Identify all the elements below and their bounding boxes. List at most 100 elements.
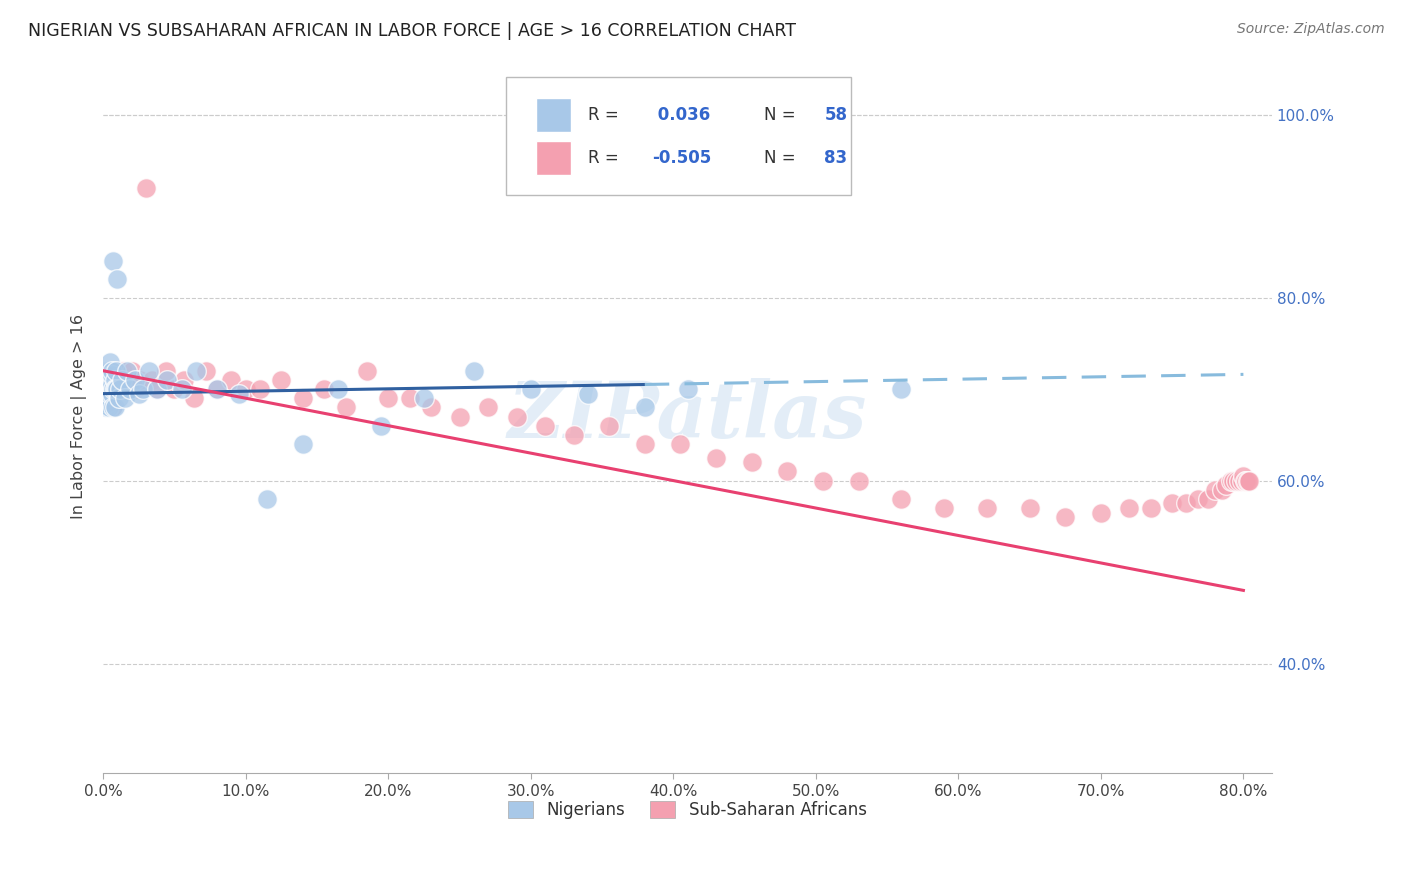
Point xyxy=(412,391,434,405)
Text: R =: R = xyxy=(588,106,624,124)
Point xyxy=(103,254,125,268)
Point xyxy=(94,401,117,415)
Point xyxy=(1054,510,1077,524)
Point xyxy=(138,364,160,378)
Point xyxy=(115,373,138,387)
Text: 58: 58 xyxy=(824,106,848,124)
Point xyxy=(114,391,136,405)
Point xyxy=(118,382,141,396)
Text: N =: N = xyxy=(763,149,800,167)
Point xyxy=(100,368,122,383)
Point xyxy=(146,382,169,396)
Point xyxy=(107,272,129,286)
Point xyxy=(155,364,177,378)
Point xyxy=(1161,496,1184,510)
Point xyxy=(377,391,399,405)
Point xyxy=(356,364,378,378)
Text: N =: N = xyxy=(763,106,800,124)
Point xyxy=(135,180,157,194)
Point xyxy=(96,386,118,401)
Point xyxy=(141,373,163,387)
Point xyxy=(1232,469,1254,483)
Point xyxy=(1230,474,1253,488)
Point xyxy=(173,373,195,387)
Point xyxy=(129,373,152,387)
Point xyxy=(520,382,543,396)
Point xyxy=(100,382,122,396)
Point xyxy=(100,364,122,378)
Point xyxy=(97,401,120,415)
Text: R =: R = xyxy=(588,149,624,167)
Point xyxy=(98,382,121,396)
Point xyxy=(96,391,118,405)
Legend: Nigerians, Sub-Saharan Africans: Nigerians, Sub-Saharan Africans xyxy=(502,794,873,826)
Point xyxy=(890,491,912,506)
Point xyxy=(97,373,120,387)
Point xyxy=(93,364,115,378)
Point xyxy=(932,501,955,516)
Point xyxy=(105,382,128,396)
Point xyxy=(98,386,121,401)
Text: 83: 83 xyxy=(824,149,848,167)
Point xyxy=(183,391,205,405)
Point xyxy=(124,373,146,387)
Point xyxy=(110,382,132,396)
Point xyxy=(463,364,485,378)
Point xyxy=(221,373,243,387)
Point xyxy=(107,382,129,396)
Point xyxy=(576,386,599,401)
Text: Source: ZipAtlas.com: Source: ZipAtlas.com xyxy=(1237,22,1385,37)
Point xyxy=(100,377,122,392)
Point xyxy=(103,401,125,415)
Point xyxy=(108,373,131,387)
Point xyxy=(1187,491,1209,506)
Point xyxy=(94,382,117,396)
Point xyxy=(598,418,620,433)
Point xyxy=(1175,496,1198,510)
Y-axis label: In Labor Force | Age > 16: In Labor Force | Age > 16 xyxy=(72,314,87,519)
Point xyxy=(811,474,834,488)
Point xyxy=(121,364,143,378)
Point xyxy=(741,455,763,469)
Point xyxy=(117,364,139,378)
Point xyxy=(398,391,420,405)
Text: NIGERIAN VS SUBSAHARAN AFRICAN IN LABOR FORCE | AGE > 16 CORRELATION CHART: NIGERIAN VS SUBSAHARAN AFRICAN IN LABOR … xyxy=(28,22,796,40)
Point xyxy=(93,386,115,401)
Point xyxy=(94,364,117,378)
Point xyxy=(104,364,127,378)
Point xyxy=(104,382,127,396)
Point xyxy=(1227,474,1250,488)
Point xyxy=(505,409,527,424)
Point xyxy=(1233,474,1256,488)
FancyBboxPatch shape xyxy=(536,98,571,132)
Point xyxy=(270,373,292,387)
Point xyxy=(98,368,121,383)
Point xyxy=(1236,474,1258,488)
Point xyxy=(235,382,257,396)
Point xyxy=(776,465,799,479)
Point xyxy=(256,491,278,506)
Point xyxy=(97,382,120,396)
Point xyxy=(634,437,657,451)
Point xyxy=(146,382,169,396)
Point xyxy=(103,401,125,415)
Point xyxy=(97,373,120,387)
Point xyxy=(112,364,135,378)
Point xyxy=(128,386,150,401)
Point xyxy=(103,373,125,387)
Point xyxy=(1237,474,1260,488)
Point xyxy=(1118,501,1140,516)
Point xyxy=(125,382,148,396)
Point xyxy=(704,450,727,465)
Point xyxy=(676,382,699,396)
Point xyxy=(96,396,118,410)
Point xyxy=(104,401,127,415)
Text: ZIPatlas: ZIPatlas xyxy=(508,378,868,455)
Point xyxy=(634,401,657,415)
Point xyxy=(1204,483,1226,497)
Point xyxy=(104,382,127,396)
Point xyxy=(98,368,121,383)
Point xyxy=(96,377,118,392)
Point xyxy=(669,437,692,451)
Point xyxy=(890,382,912,396)
